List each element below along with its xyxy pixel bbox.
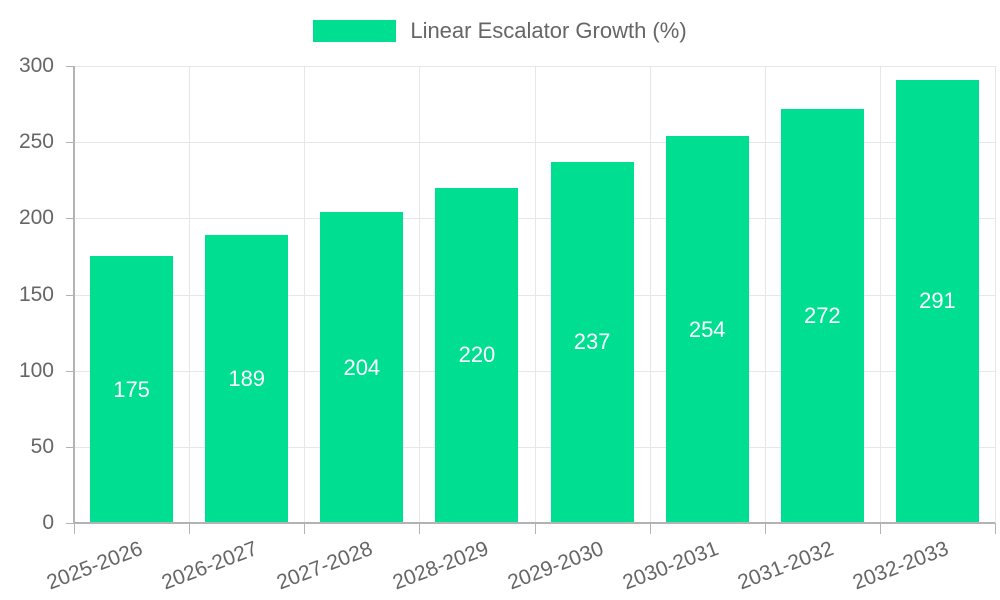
- legend-swatch-icon: [313, 20, 397, 42]
- x-axis-label: 2031-2032: [734, 537, 837, 595]
- y-axis-tick: [66, 446, 74, 448]
- x-axis-tick: [649, 523, 651, 534]
- x-axis-label: 2029-2030: [504, 537, 607, 595]
- bar-value-label: 204: [343, 354, 381, 380]
- x-axis-label: 2030-2031: [619, 537, 722, 595]
- bar-value-label: 175: [113, 376, 150, 402]
- x-axis-tick: [764, 523, 766, 534]
- bar-value-label: 220: [458, 342, 496, 368]
- x-axis-tick: [304, 523, 306, 534]
- x-axis-label: 2032-2033: [849, 537, 952, 595]
- x-axis-label: 2028-2029: [389, 537, 492, 595]
- x-gridline: [419, 66, 421, 523]
- y-axis-tick: [66, 523, 74, 524]
- bar[interactable]: 254: [665, 136, 749, 523]
- x-axis-tick: [534, 523, 536, 534]
- y-axis-tick: [66, 294, 74, 296]
- y-axis-label: 150: [18, 282, 54, 306]
- y-axis-tick: [66, 142, 74, 144]
- y-axis-tick: [66, 218, 74, 220]
- legend[interactable]: Linear Escalator Growth (%): [0, 18, 1000, 44]
- y-axis-label: 200: [18, 206, 54, 230]
- legend-label: Linear Escalator Growth (%): [410, 18, 687, 43]
- y-axis-tick: [66, 66, 74, 67]
- x-gridline: [304, 66, 306, 523]
- x-gridline: [764, 66, 766, 523]
- y-axis-line: [73, 66, 75, 523]
- bar[interactable]: 291: [895, 79, 979, 523]
- x-gridline: [189, 66, 191, 523]
- bar[interactable]: 175: [90, 256, 174, 523]
- x-gridline: [534, 66, 536, 523]
- bar-value-label: 254: [688, 316, 726, 342]
- y-axis-label: 300: [18, 54, 54, 77]
- y-axis-tick: [66, 370, 74, 372]
- x-gridline: [649, 66, 651, 523]
- bar[interactable]: 220: [435, 187, 519, 523]
- y-axis-label: 50: [30, 434, 54, 458]
- bar[interactable]: 204: [320, 212, 404, 523]
- bar-value-label: 291: [919, 288, 956, 314]
- x-axis-tick: [419, 523, 421, 534]
- x-gridline: [995, 66, 996, 523]
- y-axis-label: 100: [18, 358, 54, 382]
- y-axis-label: 250: [18, 130, 54, 154]
- x-axis-label: 2026-2027: [158, 537, 261, 595]
- y-axis-label: 0: [42, 511, 54, 534]
- x-axis-label: 2027-2028: [274, 537, 377, 595]
- x-axis-tick: [879, 523, 881, 534]
- bar[interactable]: 237: [550, 161, 634, 523]
- x-axis-tick: [74, 523, 75, 534]
- bar-value-label: 272: [803, 302, 841, 328]
- x-axis-tick: [189, 523, 191, 534]
- bar[interactable]: 272: [780, 108, 864, 523]
- x-axis-tick: [995, 523, 996, 534]
- x-axis-line: [74, 522, 995, 524]
- bar-value-label: 237: [573, 329, 611, 355]
- bar[interactable]: 189: [205, 235, 289, 523]
- x-axis-label: 2025-2026: [43, 537, 146, 595]
- bar-value-label: 189: [228, 366, 266, 392]
- x-gridline: [879, 66, 881, 523]
